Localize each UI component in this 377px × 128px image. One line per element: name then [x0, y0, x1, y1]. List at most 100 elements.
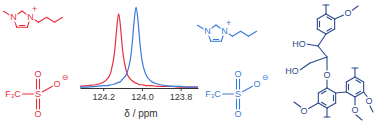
bond [352, 67, 358, 68]
bond [39, 99, 40, 109]
bond [213, 39, 219, 40]
bond [326, 108, 327, 117]
bond [236, 99, 237, 109]
bond [318, 103, 327, 108]
bond [326, 79, 327, 88]
bond [239, 79, 240, 89]
atom-label: N [204, 26, 211, 36]
bond [327, 103, 336, 108]
bond [356, 91, 361, 94]
atom-label: HO [292, 39, 306, 49]
bond [47, 17, 55, 22]
bond [326, 29, 335, 34]
bond [355, 77, 364, 82]
bond [327, 28, 332, 31]
figure: 124.2124.0123.8δ / ppmNN+F₃CSOOO⊖NN+F₃CS… [0, 0, 377, 128]
atom-label: O [234, 69, 241, 79]
bond [306, 44, 318, 46]
atom-label: + [226, 18, 231, 28]
spectrum-line [80, 7, 198, 87]
bond [306, 103, 318, 110]
bond [317, 29, 326, 34]
bond [326, 14, 335, 19]
atom-label: HO [285, 66, 299, 76]
bond [233, 31, 241, 36]
tick-label: 124.0 [131, 92, 154, 102]
bond [318, 46, 327, 57]
tick-label: 123.8 [170, 92, 193, 102]
bond [323, 4, 329, 5]
atom-label: S [235, 89, 241, 99]
bond [239, 99, 240, 109]
bond [334, 19, 335, 29]
atom-label: O [351, 105, 358, 115]
atom-label: ⊖ [62, 73, 69, 82]
x-axis: 124.2 124.0 123.8 [81, 88, 199, 102]
bond [22, 93, 34, 94]
bond [36, 99, 37, 109]
bond [326, 57, 327, 71]
bond [354, 68, 355, 77]
tick: 124.0 [131, 88, 154, 102]
axis-title: δ / ppm [124, 108, 157, 119]
bond [241, 31, 249, 36]
atom-label: O [344, 8, 351, 18]
bond [317, 19, 318, 29]
atom-label: N [10, 12, 17, 22]
bond [17, 27, 28, 28]
tick-mark [142, 88, 143, 91]
tick-label: 124.2 [92, 92, 115, 102]
bond [333, 95, 334, 100]
bond [236, 79, 237, 89]
bond [321, 91, 326, 94]
bond [321, 102, 326, 105]
atom-label: S [35, 89, 41, 99]
atom-label: ⊖ [262, 73, 269, 82]
bond [222, 93, 234, 94]
bond [318, 34, 326, 46]
bond [363, 82, 364, 92]
bond [300, 63, 310, 70]
bond [55, 17, 63, 22]
atom-label: F₃C [205, 89, 221, 99]
bond [356, 80, 361, 83]
spectrum-line [80, 14, 198, 88]
bond [36, 79, 37, 89]
bond [335, 93, 336, 103]
atom-label: O [253, 79, 260, 89]
plot-area [80, 7, 198, 87]
atom-label: O [323, 70, 330, 80]
bond [355, 92, 364, 97]
bond [325, 5, 326, 14]
tick-mark [181, 88, 182, 91]
bond [319, 21, 320, 26]
bond [318, 93, 319, 103]
atom-label: F₃C [5, 89, 21, 99]
bond [39, 79, 40, 89]
atom-label: + [32, 4, 37, 14]
cation: NN+ [197, 18, 256, 41]
tick: 124.2 [92, 88, 115, 102]
bond [346, 82, 347, 92]
bond [336, 92, 347, 93]
lignin: OHOOHOOOO [285, 5, 373, 120]
bond [242, 86, 253, 92]
bond [346, 92, 355, 97]
atom-label: O [53, 79, 60, 89]
anion: F₃CSOOO⊖ [5, 69, 68, 119]
bond [317, 14, 326, 19]
bond [310, 57, 327, 63]
bond [19, 25, 25, 26]
atom-label: O [365, 96, 372, 106]
bond [318, 88, 327, 93]
bond [39, 17, 47, 22]
cation: NN+ [3, 4, 62, 27]
atom-label: O [234, 109, 241, 119]
atom-label: O [34, 69, 41, 79]
bond [327, 88, 336, 93]
bond [211, 41, 222, 42]
bond [348, 84, 349, 89]
tick: 123.8 [170, 88, 193, 102]
atom-label: O [300, 106, 307, 116]
bond [327, 17, 332, 20]
